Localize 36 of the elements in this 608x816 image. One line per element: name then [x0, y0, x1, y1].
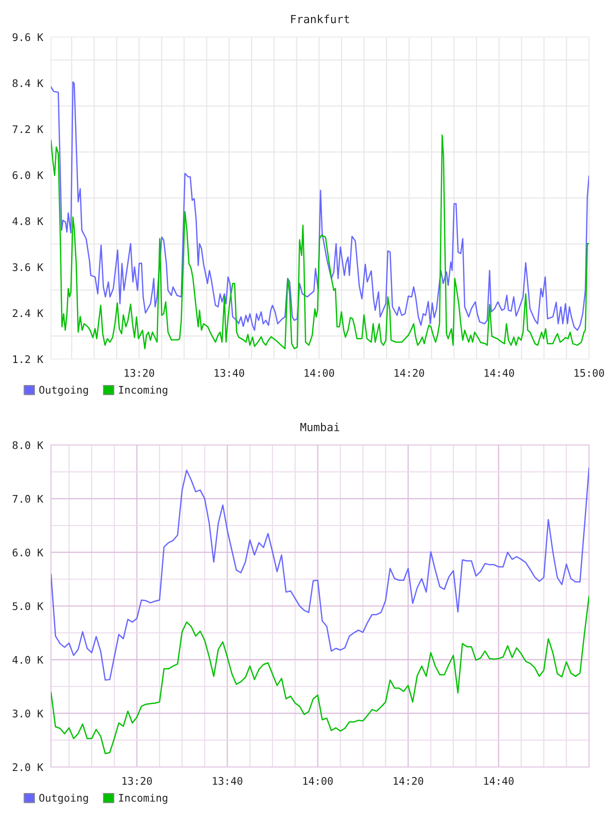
- y-tick-label: 5.0 K: [12, 602, 44, 610]
- x-tick-label: 14:40: [484, 776, 514, 785]
- legend-label: Incoming: [119, 386, 168, 396]
- y-tick-label: 7.0 K: [12, 494, 44, 503]
- chart-title: Frankfurt: [291, 14, 350, 24]
- x-tick-label: 13:40: [212, 776, 242, 785]
- x-tick-label: 14:40: [484, 368, 514, 377]
- x-tick-label: 14:00: [303, 776, 333, 785]
- y-tick-label: 1.2 K: [13, 355, 44, 363]
- x-tick-label: 14:20: [394, 776, 424, 785]
- x-tick-label: 14:00: [304, 368, 334, 377]
- x-tick-label: 13:20: [124, 368, 154, 377]
- y-tick-label: 8.4 K: [12, 79, 44, 88]
- x-tick-label: 14:20: [394, 368, 424, 377]
- x-tick-label: 15:00: [574, 368, 604, 377]
- legend-label: Outgoing: [39, 386, 88, 396]
- legend-label: Incoming: [119, 794, 168, 804]
- y-tick-label: 2.4 K: [12, 309, 44, 317]
- y-tick-label: 4.8 K: [12, 217, 44, 226]
- y-tick-label: 9.6 K: [12, 33, 44, 42]
- line-series: [51, 134, 589, 350]
- y-tick-label: 8.0 K: [12, 441, 44, 450]
- y-tick-label: 7.2 K: [12, 125, 44, 133]
- line-series: [51, 467, 589, 681]
- y-tick-label: 3.0 K: [12, 710, 44, 718]
- chart-title: Mumbai: [300, 422, 340, 432]
- y-tick-label: 2.0 K: [12, 763, 44, 772]
- x-tick-label: 13:40: [214, 368, 244, 377]
- line-series: [51, 81, 589, 331]
- y-tick-label: 3.6 K: [12, 263, 44, 272]
- legend-label: Outgoing: [39, 794, 88, 804]
- y-tick-label: 6.0 K: [12, 171, 44, 180]
- line-series: [51, 596, 589, 754]
- y-tick-label: 6.0 K: [12, 548, 44, 556]
- y-tick-label: 4.0 K: [12, 656, 44, 664]
- x-tick-label: 13:20: [122, 776, 152, 785]
